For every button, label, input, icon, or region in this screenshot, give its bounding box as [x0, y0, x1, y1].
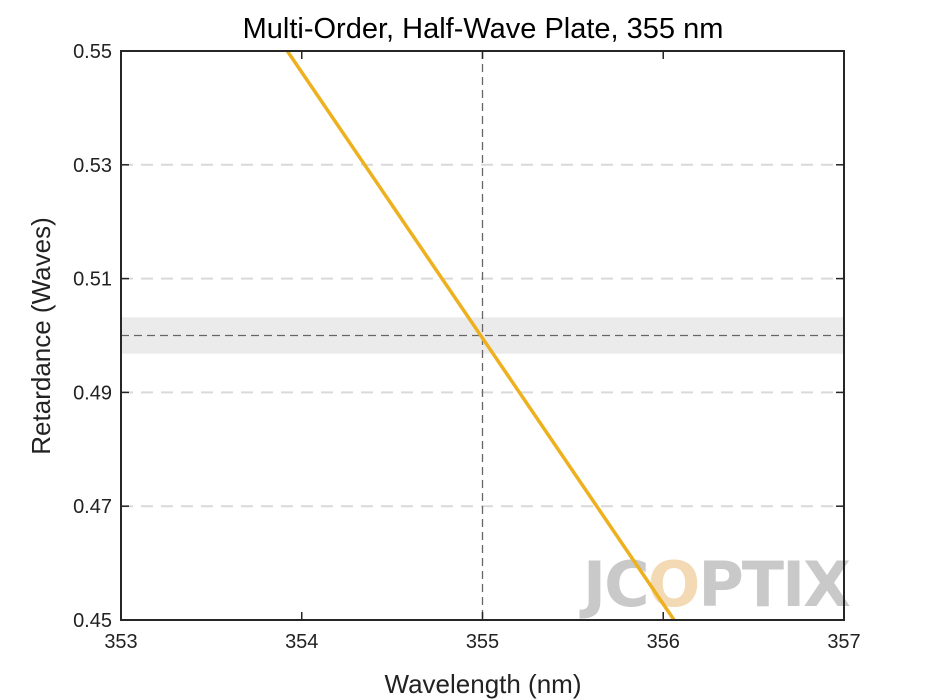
y-tick-label-1: 0.47: [73, 496, 112, 518]
x-tick-label-3: 356: [647, 631, 680, 653]
y-tick-label-5: 0.55: [73, 41, 112, 63]
jcoptix-logo-watermark: JCOPTIX: [579, 548, 850, 621]
x-tick-label-2: 355: [466, 631, 499, 653]
x-axis-label: Wavelength (nm): [385, 669, 582, 699]
y-tick-label-3: 0.51: [73, 269, 112, 291]
x-tick-label-1: 354: [285, 631, 318, 653]
plot-area: JCOPTIX 353 354 355 356 357 0.45 0.47 0.49 0.51 0.…: [73, 41, 861, 653]
y-tick-label-4: 0.53: [73, 155, 112, 177]
x-tick-label-0: 353: [104, 631, 137, 653]
chart-title: Multi-Order, Half-Wave Plate, 355 nm: [243, 13, 724, 45]
y-tick-label-2: 0.49: [73, 382, 112, 404]
x-tick-label-4: 357: [827, 631, 860, 653]
y-tick-label-0: 0.45: [73, 610, 112, 632]
series-line-0: [285, 50, 676, 621]
y-axis-label: Retardance (Waves): [26, 217, 56, 454]
